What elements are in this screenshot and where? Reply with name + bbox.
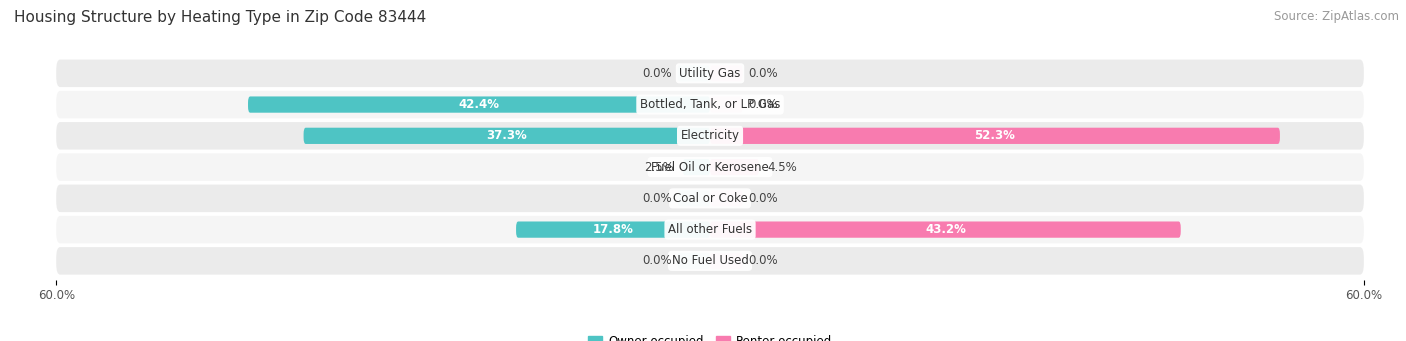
FancyBboxPatch shape xyxy=(710,253,742,269)
Text: 43.2%: 43.2% xyxy=(925,223,966,236)
FancyBboxPatch shape xyxy=(710,159,759,175)
Text: 52.3%: 52.3% xyxy=(974,129,1015,142)
FancyBboxPatch shape xyxy=(710,65,742,81)
Text: No Fuel Used: No Fuel Used xyxy=(672,254,748,267)
Text: All other Fuels: All other Fuels xyxy=(668,223,752,236)
Text: 0.0%: 0.0% xyxy=(643,67,672,80)
FancyBboxPatch shape xyxy=(56,184,1364,212)
Text: Bottled, Tank, or LP Gas: Bottled, Tank, or LP Gas xyxy=(640,98,780,111)
FancyBboxPatch shape xyxy=(516,222,710,238)
Text: 2.5%: 2.5% xyxy=(644,161,673,174)
Text: Electricity: Electricity xyxy=(681,129,740,142)
FancyBboxPatch shape xyxy=(710,190,742,206)
Text: 4.5%: 4.5% xyxy=(768,161,797,174)
Text: 0.0%: 0.0% xyxy=(748,254,778,267)
Text: 0.0%: 0.0% xyxy=(643,254,672,267)
FancyBboxPatch shape xyxy=(710,97,742,113)
Text: Source: ZipAtlas.com: Source: ZipAtlas.com xyxy=(1274,10,1399,23)
Text: Coal or Coke: Coal or Coke xyxy=(672,192,748,205)
Text: Utility Gas: Utility Gas xyxy=(679,67,741,80)
Text: 42.4%: 42.4% xyxy=(458,98,499,111)
FancyBboxPatch shape xyxy=(678,65,710,81)
Text: Fuel Oil or Kerosene: Fuel Oil or Kerosene xyxy=(651,161,769,174)
Text: 0.0%: 0.0% xyxy=(748,67,778,80)
FancyBboxPatch shape xyxy=(678,190,710,206)
Text: Housing Structure by Heating Type in Zip Code 83444: Housing Structure by Heating Type in Zip… xyxy=(14,10,426,25)
Text: 0.0%: 0.0% xyxy=(748,192,778,205)
FancyBboxPatch shape xyxy=(56,247,1364,275)
FancyBboxPatch shape xyxy=(683,159,710,175)
FancyBboxPatch shape xyxy=(678,253,710,269)
Text: 37.3%: 37.3% xyxy=(486,129,527,142)
FancyBboxPatch shape xyxy=(56,122,1364,150)
FancyBboxPatch shape xyxy=(56,153,1364,181)
FancyBboxPatch shape xyxy=(56,60,1364,87)
FancyBboxPatch shape xyxy=(710,222,1181,238)
FancyBboxPatch shape xyxy=(304,128,710,144)
Text: 0.0%: 0.0% xyxy=(643,192,672,205)
Text: 0.0%: 0.0% xyxy=(748,98,778,111)
FancyBboxPatch shape xyxy=(56,91,1364,118)
FancyBboxPatch shape xyxy=(247,97,710,113)
FancyBboxPatch shape xyxy=(56,216,1364,243)
FancyBboxPatch shape xyxy=(710,128,1279,144)
Text: 17.8%: 17.8% xyxy=(592,223,634,236)
Legend: Owner-occupied, Renter-occupied: Owner-occupied, Renter-occupied xyxy=(583,330,837,341)
